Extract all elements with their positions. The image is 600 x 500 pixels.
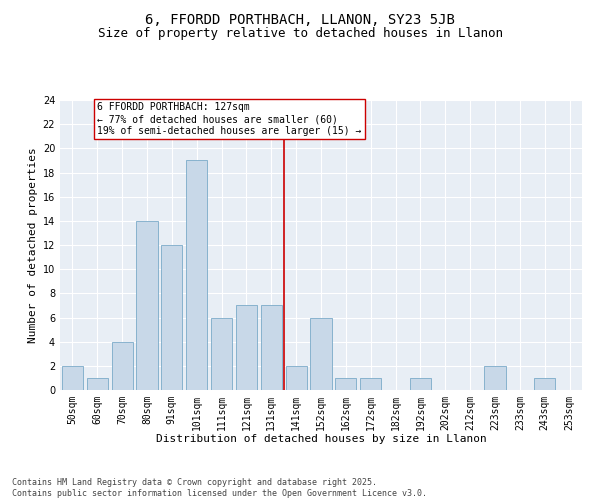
Bar bbox=[87, 378, 108, 390]
Bar bbox=[360, 378, 381, 390]
Bar bbox=[236, 306, 257, 390]
Bar bbox=[186, 160, 207, 390]
Bar bbox=[211, 318, 232, 390]
Bar bbox=[112, 342, 133, 390]
Bar bbox=[310, 318, 332, 390]
Y-axis label: Number of detached properties: Number of detached properties bbox=[28, 147, 38, 343]
Text: 6 FFORDD PORTHBACH: 127sqm
← 77% of detached houses are smaller (60)
19% of semi: 6 FFORDD PORTHBACH: 127sqm ← 77% of deta… bbox=[97, 102, 362, 136]
Bar bbox=[62, 366, 83, 390]
Bar bbox=[161, 245, 182, 390]
Bar bbox=[136, 221, 158, 390]
Text: Size of property relative to detached houses in Llanon: Size of property relative to detached ho… bbox=[97, 28, 503, 40]
X-axis label: Distribution of detached houses by size in Llanon: Distribution of detached houses by size … bbox=[155, 434, 487, 444]
Text: Contains HM Land Registry data © Crown copyright and database right 2025.
Contai: Contains HM Land Registry data © Crown c… bbox=[12, 478, 427, 498]
Text: 6, FFORDD PORTHBACH, LLANON, SY23 5JB: 6, FFORDD PORTHBACH, LLANON, SY23 5JB bbox=[145, 12, 455, 26]
Bar bbox=[335, 378, 356, 390]
Bar bbox=[534, 378, 555, 390]
Bar bbox=[410, 378, 431, 390]
Bar bbox=[286, 366, 307, 390]
Bar bbox=[484, 366, 506, 390]
Bar bbox=[261, 306, 282, 390]
